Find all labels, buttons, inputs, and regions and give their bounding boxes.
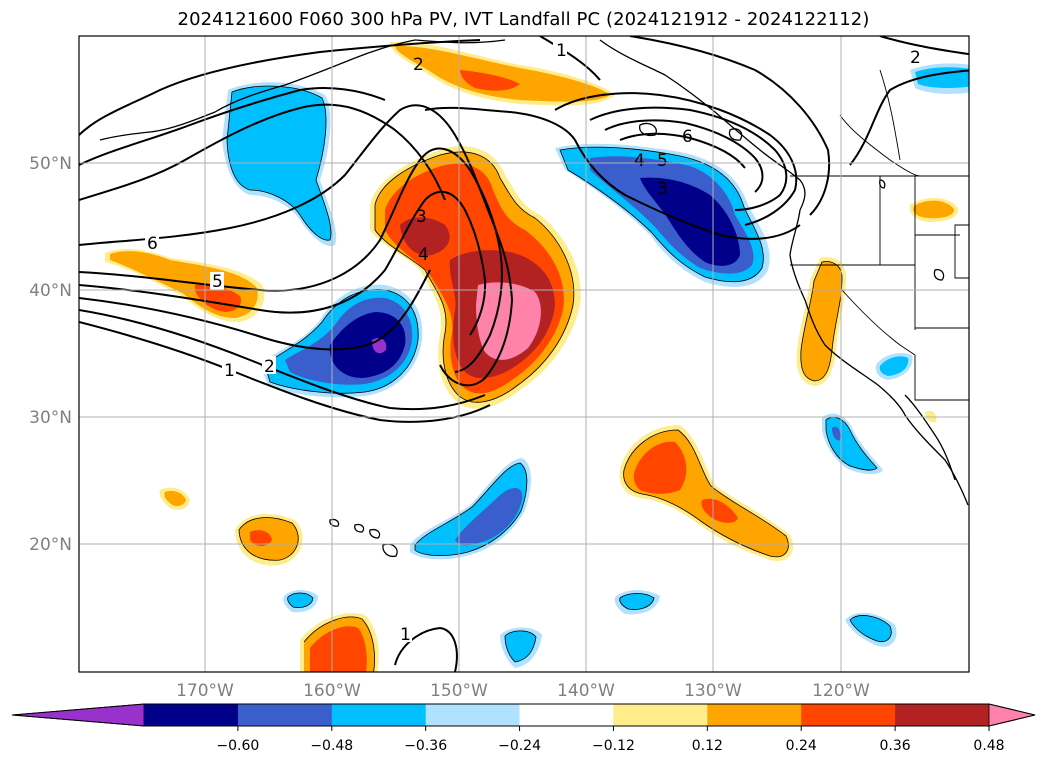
lon-label: 150°W: [430, 681, 488, 701]
colorbar-tick-label: −0.60: [216, 738, 259, 754]
lat-label: 30°N: [29, 408, 72, 428]
contour-label: 3: [657, 179, 668, 199]
colorbar-segment: [519, 704, 614, 726]
colorbar-tick-label: 0.24: [786, 738, 817, 754]
contour-label: 6: [147, 234, 158, 254]
colorbar-outline: [11, 703, 1036, 727]
colorbar-segment: [331, 704, 427, 726]
colorbar-segment: [237, 704, 333, 726]
shade-subtropical-negative: [410, 458, 531, 560]
colorbar-segment: [144, 704, 239, 726]
shade-central-positive: [370, 146, 581, 409]
colorbar-tick-label: −0.12: [592, 738, 635, 754]
shade-socal-negative: [875, 353, 913, 380]
shade-subtropical-positive: [619, 425, 794, 561]
colorbar-extend-low: [11, 703, 145, 727]
contour-label: 1: [400, 625, 411, 645]
colorbar-tick-label: −0.24: [498, 738, 541, 754]
contour-label: 6: [682, 127, 693, 147]
political-borders: [790, 69, 969, 401]
colorbar-tick-label: 0.36: [880, 738, 911, 754]
lat-label: 50°N: [29, 154, 72, 174]
contour-label: 2: [264, 357, 275, 377]
shade-outlines: [226, 85, 892, 672]
contour-label: 4: [634, 151, 645, 171]
contour-label: 1: [556, 41, 567, 61]
lon-label: 170°W: [176, 681, 234, 701]
plot-border: [78, 35, 970, 673]
lon-label: 130°W: [684, 681, 742, 701]
contour-label: 5: [212, 272, 223, 292]
colorbar-tick-labels: −0.60 −0.48 −0.36 −0.24 −0.12 0.12 0.24 0.36 0.4…: [216, 726, 1005, 754]
contour-label: 5: [657, 151, 668, 171]
colorbar-segment: [707, 704, 802, 726]
contour-label: 2: [910, 48, 921, 68]
colorbar-tick-label: −0.36: [404, 738, 447, 754]
contour-label: 2: [413, 55, 424, 75]
lon-label: 140°W: [557, 681, 615, 701]
lat-label: 40°N: [29, 281, 72, 301]
colorbar-tick-label: 0.48: [973, 738, 1004, 754]
longitude-labels: 170°W 160°W 150°W 140°W 130°W 120°W: [176, 681, 870, 701]
lon-label: 120°W: [812, 681, 870, 701]
contour-label: 1: [224, 361, 235, 381]
contour-label: 4: [418, 245, 429, 265]
map-title: 2024121600 F060 300 hPa PV, IVT Landfall…: [177, 9, 870, 30]
lat-label: 20°N: [29, 535, 72, 555]
gridlines: [79, 36, 969, 672]
latitude-labels: 50°N 40°N 30°N 20°N: [29, 154, 72, 555]
colorbar-extend-high: [988, 703, 1036, 727]
shade-central-negative: [260, 284, 423, 398]
colorbar-segment: [613, 704, 708, 726]
contour-label-group: 1 2 1 2 6 5 3 4 6 4 5 3 1 2: [145, 40, 922, 645]
shade-interior-positive: [909, 197, 959, 222]
colorbar-segment: [895, 704, 990, 726]
colorbar-segment: [425, 704, 521, 726]
contour-label: 3: [416, 207, 427, 227]
anomaly-shading: [105, 41, 969, 672]
coastlines: [99, 39, 969, 558]
colorbar-segment: [801, 704, 896, 726]
colorbar-tick-label: −0.48: [310, 738, 353, 754]
colorbar: [11, 703, 1036, 727]
colorbar-tick-label: 0.12: [692, 738, 723, 754]
shade-small-negatives: [283, 590, 897, 668]
pv-contours: [79, 36, 969, 672]
lon-label: 160°W: [303, 681, 361, 701]
shade-gulf-alaska-positive: [390, 41, 615, 106]
